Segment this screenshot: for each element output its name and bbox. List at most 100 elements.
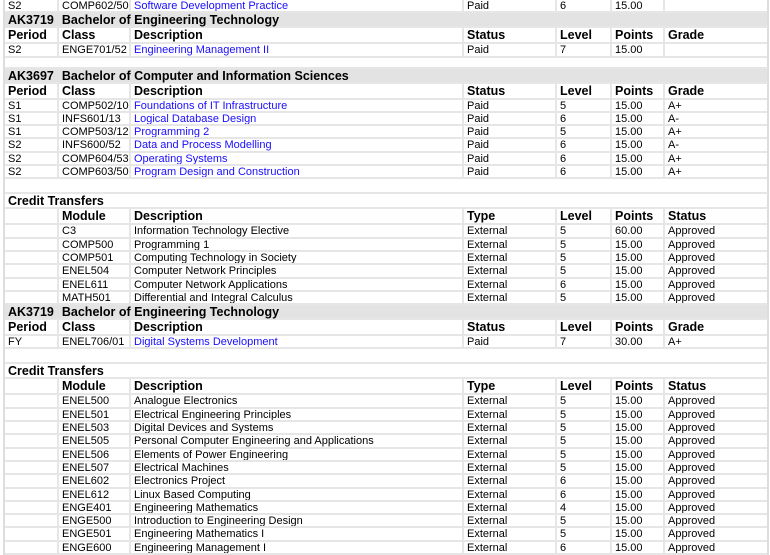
table-row: ENEL611 Computer Network Applications Exte… [5, 278, 769, 292]
cell-status: Paid [462, 0, 555, 14]
cell-level: 6 [555, 139, 610, 153]
cell-status: Approved [663, 515, 767, 529]
table-row: S2 INFS600/52 Data and Process Modelling Pa… [5, 139, 769, 153]
cell-status: Paid [462, 99, 555, 113]
column-header-points: Points [610, 209, 663, 226]
cell-spacer [5, 409, 57, 423]
academic-record: S2 COMP602/50 Software Development Practic… [3, 0, 769, 555]
cell-status: Approved [663, 225, 767, 239]
programme-section: AK3719 Bachelor of Engineering Technology… [5, 13, 769, 58]
cell-description: Electrical Machines [129, 461, 462, 476]
credit-transfers-title: Credit Transfers [5, 364, 769, 380]
cell-spacer [5, 528, 57, 542]
cell-level: 6 [555, 278, 610, 292]
column-header-class: Class [57, 83, 129, 100]
credit-transfers-title: Credit Transfers [5, 194, 769, 210]
table-row: S1 COMP502/10 Foundations of IT Infrastruc… [5, 99, 769, 113]
cell-module: ENEL500 [57, 395, 129, 409]
programme-name: Bachelor of Engineering Technology [61, 305, 280, 320]
course-link[interactable]: Logical Database Design [134, 112, 257, 125]
cell-type: External [462, 488, 555, 502]
column-header-row: Period Class Description Status Level Points G… [5, 83, 769, 100]
cell-description: Digital Systems Development [129, 336, 462, 350]
cell-status: Paid [462, 112, 555, 127]
course-link[interactable]: Program Design and Construction [134, 166, 300, 179]
column-header-level: Level [555, 83, 610, 100]
cell-spacer [5, 542, 57, 555]
cell-points: 15.00 [610, 238, 663, 252]
cell-level: 5 [555, 448, 610, 462]
cell-spacer [5, 435, 57, 449]
cell-status: Approved [663, 238, 767, 252]
cell-spacer [5, 225, 57, 239]
course-link[interactable]: Software Development Practice [134, 0, 289, 12]
cell-description: Information Technology Elective [129, 225, 462, 239]
table-row: S2 ENGE701/52 Engineering Management II Pai… [5, 44, 769, 58]
cell-module: ENEL612 [57, 488, 129, 502]
table-row: S2 COMP602/50 Software Development Practic… [5, 0, 769, 14]
programme-header: AK3719 Bachelor of Engineering Technology [5, 305, 769, 321]
credit-transfers-section: Credit Transfers Module Description Type Lev… [5, 364, 769, 555]
column-header-points: Points [610, 320, 663, 337]
cell-level: 6 [555, 152, 610, 167]
cell-points: 15.00 [610, 475, 663, 489]
cell-points: 15.00 [610, 422, 663, 436]
cell-level: 5 [555, 265, 610, 279]
cell-spacer [5, 475, 57, 489]
cell-level: 5 [555, 515, 610, 529]
column-header-period: Period [5, 28, 57, 45]
cell-level: 5 [555, 238, 610, 252]
cell-description: Engineering Management II [129, 44, 462, 58]
cell-period: S2 [5, 166, 57, 180]
cell-grade [663, 44, 767, 58]
course-link[interactable]: Digital Systems Development [134, 336, 278, 349]
column-header-type: Type [462, 209, 555, 226]
table-row: ENGE500 Introduction to Engineering Desig… [5, 515, 769, 529]
course-link[interactable]: Engineering Management II [134, 44, 270, 57]
cell-spacer [5, 489, 57, 502]
cell-type: External [462, 541, 555, 555]
cell-level: 4 [555, 501, 610, 516]
course-link[interactable]: Operating Systems [134, 152, 228, 165]
cell-type: External [462, 265, 555, 279]
cell-level: 7 [555, 44, 610, 58]
cell-status: Paid [462, 139, 555, 153]
programme-section: AK3719 Bachelor of Engineering Technology… [5, 305, 769, 350]
course-link[interactable]: Data and Process Modelling [134, 139, 272, 152]
cell-type: External [462, 448, 555, 462]
cell-module: MATH501 [57, 291, 129, 306]
cell-period: FY [5, 336, 57, 350]
cell-level: 6 [555, 166, 610, 180]
cell-points: 15.00 [610, 501, 663, 516]
cell-type: External [462, 501, 555, 516]
column-header-description: Description [129, 209, 462, 226]
cell-period: S2 [5, 0, 57, 14]
table-row: S1 INFS601/13 Logical Database Design Paid 6… [5, 112, 769, 127]
cell-spacer [5, 252, 57, 266]
cell-status: Approved [663, 528, 767, 542]
cell-class: ENEL706/01 [57, 336, 129, 350]
cell-status: Approved [663, 265, 767, 279]
cell-points: 15.00 [610, 541, 663, 555]
cell-points: 15.00 [610, 0, 663, 14]
column-header-row: Period Class Description Status Level Points G… [5, 320, 769, 337]
column-header-period: Period [5, 320, 57, 337]
column-header-row: Period Class Description Status Level Points G… [5, 28, 769, 45]
cell-class: COMP503/12 [57, 126, 129, 140]
cell-points: 15.00 [610, 528, 663, 542]
table-row: C3 Information Technology Elective Externa… [5, 225, 769, 239]
cell-period: S1 [5, 113, 57, 127]
cell-level: 6 [555, 112, 610, 127]
table-row: ENGE401 Engineering Mathematics External 4 1… [5, 501, 769, 516]
cell-module: ENEL503 [57, 422, 129, 436]
table-row: ENEL612 Linux Based Computing External 6 15.… [5, 488, 769, 502]
course-link[interactable]: Foundations of IT Infrastructure [134, 99, 288, 112]
table-row: COMP501 Computing Technology in Society Ex… [5, 251, 769, 266]
cell-class: COMP502/10 [57, 99, 129, 113]
cell-grade: A- [663, 139, 767, 153]
table-row: ENGE600 Engineering Management I External 6… [5, 541, 769, 555]
course-link[interactable]: Programming 2 [134, 126, 210, 139]
cell-period: S2 [5, 153, 57, 167]
cell-points: 60.00 [610, 225, 663, 239]
cell-class: INFS600/52 [57, 139, 129, 153]
